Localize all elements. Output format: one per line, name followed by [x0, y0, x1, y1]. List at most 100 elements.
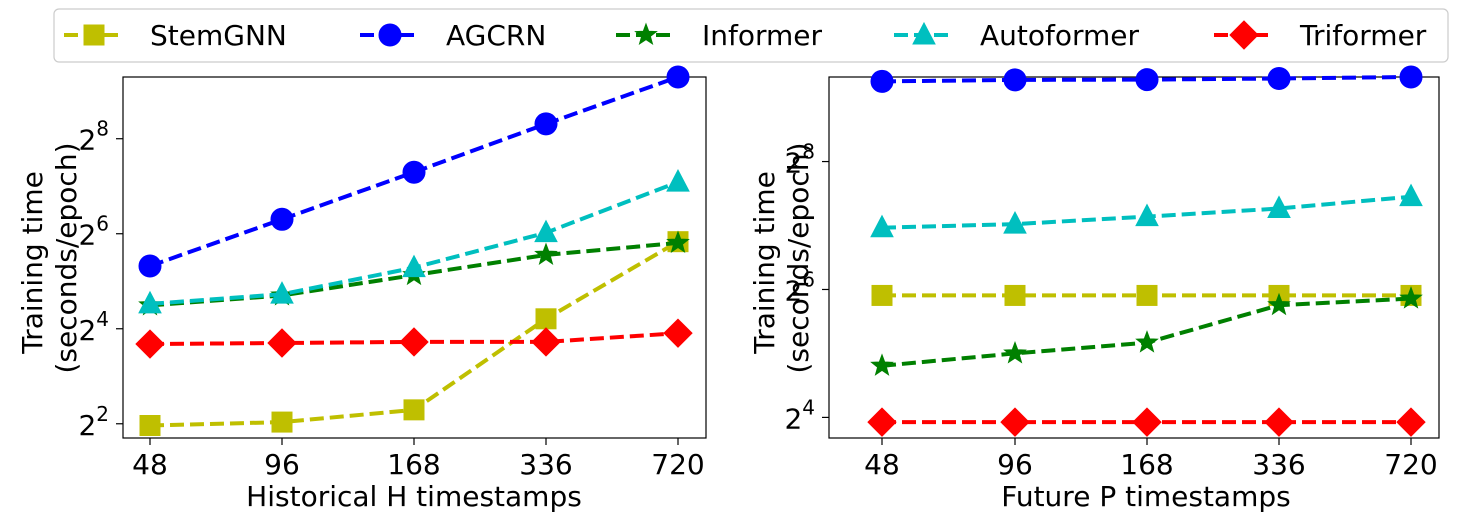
x-axis-label-left: Historical H timestamps	[246, 480, 582, 513]
point-left-stemgnn-168	[403, 399, 425, 421]
legend-frame	[53, 8, 1449, 63]
point-left-autoformer-96	[270, 281, 294, 304]
legend-marker-stemgnn	[83, 24, 105, 46]
x-tick-label-right-2: 168	[1120, 448, 1173, 481]
point-right-agcrn-96	[1003, 68, 1027, 92]
point-right-stemgnn-48	[871, 284, 893, 306]
y-axis-label-right-line1: Training time	[748, 171, 781, 355]
legend-label-stemgnn: StemGNN	[150, 19, 287, 52]
legend-label-agcrn: AGCRN	[446, 19, 546, 52]
y-axis-label-left-line2: (seconds/epoch)	[50, 143, 83, 374]
point-right-triformer-720	[1396, 407, 1426, 437]
point-left-agcrn-96	[270, 207, 294, 231]
point-right-informer-96	[1003, 341, 1027, 364]
point-left-autoformer-720	[666, 168, 690, 192]
point-right-triformer-168	[1132, 407, 1162, 437]
legend-marker-triformer	[1229, 20, 1259, 50]
x-tick-label-left-0: 48	[132, 448, 168, 481]
point-left-agcrn-720	[666, 65, 690, 89]
legend-marker-autoformer	[912, 21, 936, 45]
x-tick-label-right-1: 96	[997, 448, 1033, 481]
point-left-autoformer-168	[402, 254, 426, 278]
x-tick-label-left-1: 96	[264, 448, 300, 481]
legend-item-stemgnn: StemGNN	[64, 19, 287, 52]
x-tick-label-left-2: 168	[387, 448, 440, 481]
x-tick-label-right-4: 720	[1384, 448, 1437, 481]
point-right-informer-48	[870, 353, 894, 376]
x-axis-left: 48 96 168 336 720	[132, 438, 705, 481]
y-tick-label-left-3: 28	[78, 117, 109, 157]
legend-marker-shape-triformer	[1229, 20, 1259, 50]
point-left-informer-720	[666, 230, 690, 253]
legend-label-triformer: Triformer	[1299, 19, 1427, 52]
point-left-triformer-336	[531, 327, 561, 357]
legend-marker-shape-autoformer	[912, 21, 936, 45]
y-tick-label-left-1: 24	[78, 307, 109, 347]
y-axis-label-right-line2: (seconds/epoch)	[782, 143, 815, 374]
legend-item-agcrn: AGCRN	[360, 19, 546, 52]
series-layer-right	[867, 65, 1426, 437]
point-right-stemgnn-96	[1004, 284, 1026, 306]
y-axis-label-left: Training time (seconds/epoch)	[16, 143, 83, 374]
point-right-agcrn-168	[1135, 68, 1159, 92]
point-left-agcrn-48	[138, 254, 162, 278]
point-right-informer-336	[1267, 292, 1291, 316]
point-left-triformer-48	[135, 329, 165, 359]
series-line-left-autoformer	[149, 180, 679, 306]
y-tick-label-right-1: 26	[784, 267, 815, 307]
point-left-autoformer-336	[534, 219, 558, 243]
point-right-triformer-48	[867, 407, 897, 437]
y-tick-label-left-0: 22	[78, 402, 109, 442]
legend-marker-shape-informer	[634, 22, 658, 46]
y-tick-label-left-2: 26	[78, 212, 109, 252]
point-left-agcrn-168	[402, 160, 426, 184]
point-right-agcrn-720	[1399, 65, 1423, 89]
legend-label-informer: Informer	[702, 19, 823, 52]
point-left-triformer-168	[399, 327, 429, 357]
point-left-autoformer-48	[138, 290, 162, 314]
x-tick-label-right-0: 48	[864, 448, 900, 481]
legend-marker-shape-agcrn	[378, 23, 402, 47]
point-right-autoformer-720	[1399, 183, 1423, 207]
legend-marker-shape-stemgnn	[83, 24, 105, 46]
legend-item-triformer: Triformer	[1214, 19, 1427, 52]
point-right-agcrn-48	[870, 69, 894, 93]
point-right-agcrn-336	[1267, 66, 1291, 90]
point-right-autoformer-336	[1267, 195, 1291, 218]
point-left-agcrn-336	[534, 112, 558, 136]
point-right-autoformer-168	[1135, 203, 1159, 227]
legend-marker-agcrn	[378, 23, 402, 47]
y-axis-right: 24 26 28	[784, 140, 829, 435]
y-axis-left: 22 24 26 28	[78, 117, 123, 442]
x-axis-right: 48 96 168 336 720	[864, 438, 1438, 481]
point-left-triformer-96	[267, 328, 297, 358]
point-left-stemgnn-96	[271, 411, 293, 433]
legend-item-informer: Informer	[616, 19, 823, 52]
legend-label-autoformer: Autoformer	[980, 19, 1140, 52]
y-axis-label-right: Training time (seconds/epoch)	[748, 143, 815, 374]
legend-item-autoformer: Autoformer	[894, 19, 1140, 52]
y-tick-label-right-2: 28	[784, 140, 815, 180]
point-right-informer-168	[1135, 330, 1159, 353]
chart-future: 24 26 28 48 96 168 336 720 Future P timestamps…	[748, 65, 1440, 513]
y-axis-label-left-line1: Training time	[16, 171, 49, 355]
point-right-stemgnn-168	[1136, 284, 1158, 306]
point-right-triformer-96	[1000, 407, 1030, 437]
point-right-triformer-336	[1264, 407, 1294, 437]
point-right-autoformer-48	[870, 214, 894, 238]
point-left-triformer-720	[663, 318, 693, 348]
x-axis-label-right: Future P timestamps	[1001, 480, 1290, 513]
series-layer-left	[135, 65, 693, 437]
point-left-stemgnn-48	[139, 415, 161, 437]
x-tick-label-left-3: 336	[519, 448, 572, 481]
legend-marker-informer	[634, 22, 658, 46]
point-right-autoformer-96	[1003, 211, 1027, 234]
x-tick-label-left-4: 720	[651, 448, 704, 481]
y-tick-label-right-0: 24	[784, 395, 815, 435]
chart-historical: 22 24 26 28 48 96 168 336 720 Historical H time…	[16, 65, 707, 513]
x-tick-label-right-3: 336	[1252, 448, 1305, 481]
point-left-informer-336	[534, 242, 558, 265]
plot-frame-right	[828, 76, 1440, 439]
point-left-stemgnn-336	[535, 308, 557, 330]
